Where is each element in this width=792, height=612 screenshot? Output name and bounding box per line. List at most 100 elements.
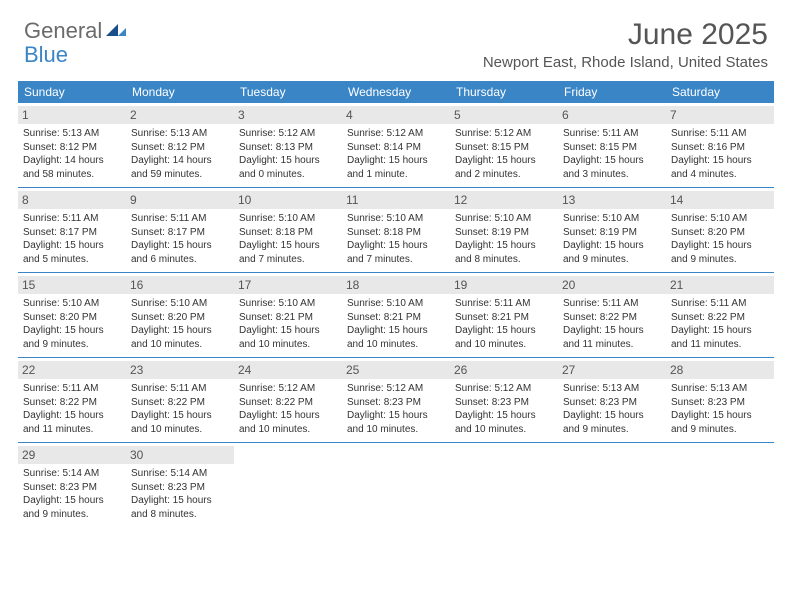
day-details: Sunrise: 5:11 AMSunset: 8:22 PMDaylight:…	[23, 382, 121, 436]
day-cell: 12 Sunrise: 5:10 AMSunset: 8:19 PMDayligh…	[450, 188, 558, 272]
empty-cell	[450, 443, 558, 527]
day-number: 14	[666, 191, 774, 209]
day-number: 9	[126, 191, 234, 209]
day-cell: 1 Sunrise: 5:13 AMSunset: 8:12 PMDaylight…	[18, 103, 126, 187]
day-cell: 18 Sunrise: 5:10 AMSunset: 8:21 PMDayligh…	[342, 273, 450, 357]
day-number: 27	[558, 361, 666, 379]
day-number: 10	[234, 191, 342, 209]
day-details: Sunrise: 5:10 AMSunset: 8:19 PMDaylight:…	[563, 212, 661, 266]
day-cell: 3 Sunrise: 5:12 AMSunset: 8:13 PMDaylight…	[234, 103, 342, 187]
day-details: Sunrise: 5:10 AMSunset: 8:20 PMDaylight:…	[131, 297, 229, 351]
day-number: 20	[558, 276, 666, 294]
day-number: 13	[558, 191, 666, 209]
day-number: 7	[666, 106, 774, 124]
day-details: Sunrise: 5:10 AMSunset: 8:19 PMDaylight:…	[455, 212, 553, 266]
day-cell: 15 Sunrise: 5:10 AMSunset: 8:20 PMDayligh…	[18, 273, 126, 357]
day-cell: 22 Sunrise: 5:11 AMSunset: 8:22 PMDayligh…	[18, 358, 126, 442]
day-details: Sunrise: 5:14 AMSunset: 8:23 PMDaylight:…	[131, 467, 229, 521]
day-details: Sunrise: 5:11 AMSunset: 8:22 PMDaylight:…	[131, 382, 229, 436]
day-cell: 19 Sunrise: 5:11 AMSunset: 8:21 PMDayligh…	[450, 273, 558, 357]
day-cell: 10 Sunrise: 5:10 AMSunset: 8:18 PMDayligh…	[234, 188, 342, 272]
day-details: Sunrise: 5:11 AMSunset: 8:22 PMDaylight:…	[563, 297, 661, 351]
weekday-label: Friday	[558, 81, 666, 103]
day-details: Sunrise: 5:11 AMSunset: 8:16 PMDaylight:…	[671, 127, 769, 181]
title-block: June 2025 Newport East, Rhode Island, Un…	[483, 18, 768, 71]
day-details: Sunrise: 5:13 AMSunset: 8:12 PMDaylight:…	[131, 127, 229, 181]
day-cell: 11 Sunrise: 5:10 AMSunset: 8:18 PMDayligh…	[342, 188, 450, 272]
day-number: 25	[342, 361, 450, 379]
weekday-header: SundayMondayTuesdayWednesdayThursdayFrid…	[18, 81, 774, 103]
day-cell: 29 Sunrise: 5:14 AMSunset: 8:23 PMDayligh…	[18, 443, 126, 527]
month-title: June 2025	[483, 18, 768, 52]
day-cell: 17Sunrise: 5:10 AMSunset: 8:21 PMDayligh…	[234, 273, 342, 357]
day-number: 15	[18, 276, 126, 294]
day-number: 21	[666, 276, 774, 294]
empty-cell	[558, 443, 666, 527]
day-details: Sunrise: 5:12 AMSunset: 8:13 PMDaylight:…	[239, 127, 337, 181]
day-cell: 16 Sunrise: 5:10 AMSunset: 8:20 PMDayligh…	[126, 273, 234, 357]
weekday-label: Sunday	[18, 81, 126, 103]
day-details: Sunrise: 5:10 AMSunset: 8:21 PMDaylight:…	[347, 297, 445, 351]
day-details: Sunrise: 5:14 AMSunset: 8:23 PMDaylight:…	[23, 467, 121, 521]
week-row: 15 Sunrise: 5:10 AMSunset: 8:20 PMDayligh…	[18, 273, 774, 358]
day-number: 29	[18, 446, 126, 464]
empty-cell	[234, 443, 342, 527]
day-number: 19	[450, 276, 558, 294]
logo-text-blue: Blue	[24, 42, 68, 68]
day-details: Sunrise: 5:10 AMSunset: 8:20 PMDaylight:…	[23, 297, 121, 351]
day-details: Sunrise: 5:11 AMSunset: 8:22 PMDaylight:…	[671, 297, 769, 351]
day-cell: 21 Sunrise: 5:11 AMSunset: 8:22 PMDayligh…	[666, 273, 774, 357]
day-details: Sunrise: 5:13 AMSunset: 8:23 PMDaylight:…	[563, 382, 661, 436]
day-number: 24	[234, 361, 342, 379]
day-number: 4	[342, 106, 450, 124]
day-details: Sunrise: 5:11 AMSunset: 8:17 PMDaylight:…	[131, 212, 229, 266]
day-details: Sunrise: 5:11 AMSunset: 8:15 PMDaylight:…	[563, 127, 661, 181]
weekday-label: Thursday	[450, 81, 558, 103]
day-details: Sunrise: 5:12 AMSunset: 8:15 PMDaylight:…	[455, 127, 553, 181]
day-number: 23	[126, 361, 234, 379]
day-cell: 2 Sunrise: 5:13 AMSunset: 8:12 PMDaylight…	[126, 103, 234, 187]
day-number: 16	[126, 276, 234, 294]
day-details: Sunrise: 5:13 AMSunset: 8:12 PMDaylight:…	[23, 127, 121, 181]
day-cell: 28Sunrise: 5:13 AMSunset: 8:23 PMDayligh…	[666, 358, 774, 442]
day-cell: 7 Sunrise: 5:11 AMSunset: 8:16 PMDaylight…	[666, 103, 774, 187]
day-cell: 9 Sunrise: 5:11 AMSunset: 8:17 PMDaylight…	[126, 188, 234, 272]
day-details: Sunrise: 5:12 AMSunset: 8:14 PMDaylight:…	[347, 127, 445, 181]
day-number: 11	[342, 191, 450, 209]
day-number: 8	[18, 191, 126, 209]
day-details: Sunrise: 5:11 AMSunset: 8:21 PMDaylight:…	[455, 297, 553, 351]
day-cell: 4 Sunrise: 5:12 AMSunset: 8:14 PMDaylight…	[342, 103, 450, 187]
day-cell: 24 Sunrise: 5:12 AMSunset: 8:22 PMDayligh…	[234, 358, 342, 442]
day-number: 5	[450, 106, 558, 124]
day-details: Sunrise: 5:10 AMSunset: 8:18 PMDaylight:…	[347, 212, 445, 266]
day-cell: 5 Sunrise: 5:12 AMSunset: 8:15 PMDaylight…	[450, 103, 558, 187]
day-cell: 13 Sunrise: 5:10 AMSunset: 8:19 PMDayligh…	[558, 188, 666, 272]
logo-text-general: General	[24, 18, 102, 44]
day-number: 17	[234, 276, 342, 294]
day-details: Sunrise: 5:11 AMSunset: 8:17 PMDaylight:…	[23, 212, 121, 266]
day-number: 26	[450, 361, 558, 379]
day-details: Sunrise: 5:10 AMSunset: 8:20 PMDaylight:…	[671, 212, 769, 266]
day-number: 18	[342, 276, 450, 294]
day-details: Sunrise: 5:12 AMSunset: 8:22 PMDaylight:…	[239, 382, 337, 436]
week-row: 29 Sunrise: 5:14 AMSunset: 8:23 PMDayligh…	[18, 443, 774, 527]
day-cell: 14 Sunrise: 5:10 AMSunset: 8:20 PMDayligh…	[666, 188, 774, 272]
day-cell: 27 Sunrise: 5:13 AMSunset: 8:23 PMDayligh…	[558, 358, 666, 442]
day-cell: 8 Sunrise: 5:11 AMSunset: 8:17 PMDaylight…	[18, 188, 126, 272]
day-number: 3	[234, 106, 342, 124]
logo-icon	[106, 18, 126, 44]
day-cell: 20 Sunrise: 5:11 AMSunset: 8:22 PMDayligh…	[558, 273, 666, 357]
day-number: 22	[18, 361, 126, 379]
week-row: 22 Sunrise: 5:11 AMSunset: 8:22 PMDayligh…	[18, 358, 774, 443]
day-details: Sunrise: 5:12 AMSunset: 8:23 PMDaylight:…	[347, 382, 445, 436]
weekday-label: Wednesday	[342, 81, 450, 103]
header: General June 2025 Newport East, Rhode Is…	[0, 0, 792, 75]
day-details: Sunrise: 5:10 AMSunset: 8:18 PMDaylight:…	[239, 212, 337, 266]
weekday-label: Tuesday	[234, 81, 342, 103]
day-cell: 30Sunrise: 5:14 AMSunset: 8:23 PMDayligh…	[126, 443, 234, 527]
day-number: 1	[18, 106, 126, 124]
week-row: 1 Sunrise: 5:13 AMSunset: 8:12 PMDaylight…	[18, 103, 774, 188]
day-number: 2	[126, 106, 234, 124]
day-number: 12	[450, 191, 558, 209]
week-row: 8 Sunrise: 5:11 AMSunset: 8:17 PMDaylight…	[18, 188, 774, 273]
